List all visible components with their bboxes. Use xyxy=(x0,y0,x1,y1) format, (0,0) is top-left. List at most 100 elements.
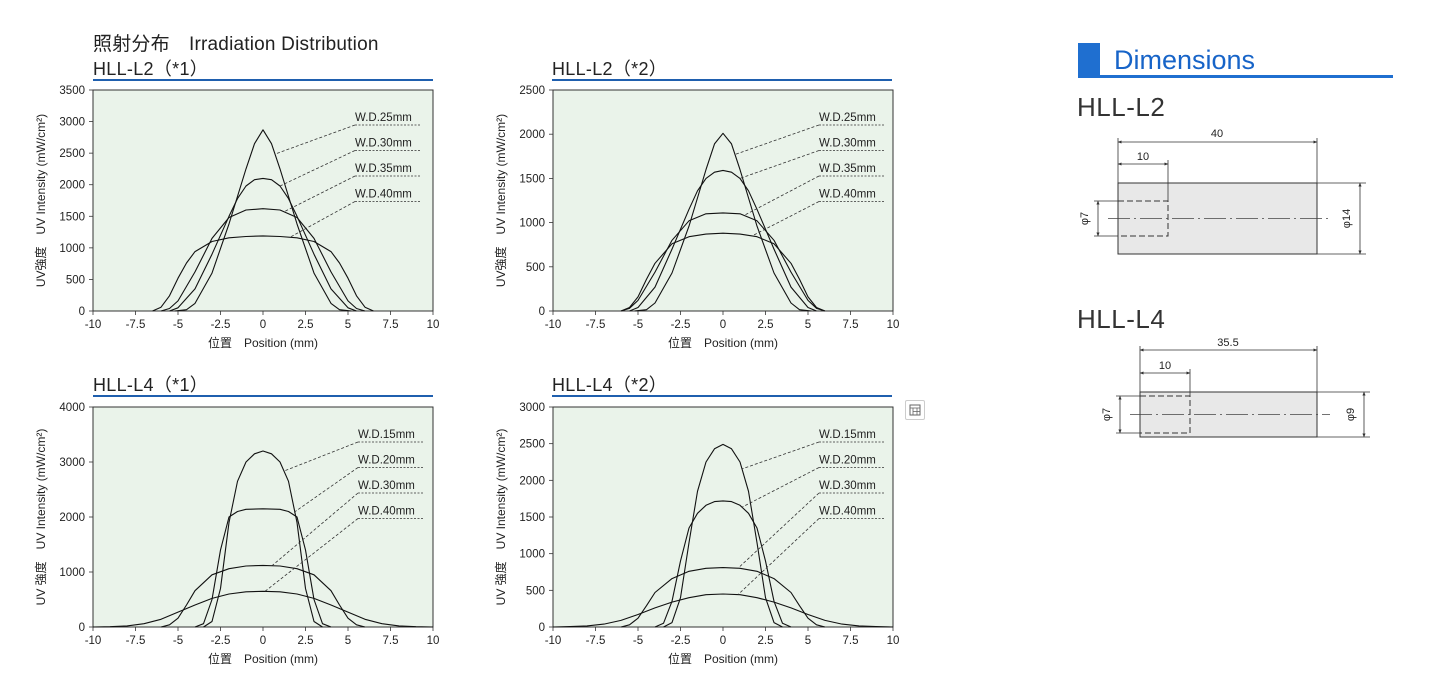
expand-image-glyph xyxy=(909,404,921,416)
y-tick-label: 1500 xyxy=(519,173,545,185)
chart-rule-4 xyxy=(552,395,892,397)
chart-hll-l4-2: 0 500 1000 1500 2000 2500 3000 -10 -7.5 -5 -2.5 0 2.… xyxy=(493,402,899,666)
y-tick-label: 500 xyxy=(526,262,545,274)
y-axis-label: UV 強度 UV Intensity (mW/cm²) xyxy=(493,429,508,606)
hll-l2-inner-diameter-label: φ7 xyxy=(1079,212,1091,225)
x-tick-label: 2.5 xyxy=(758,319,774,331)
y-tick-label: 3000 xyxy=(59,457,85,469)
x-tick-label: -5 xyxy=(633,319,643,331)
series-leader-line xyxy=(274,124,356,155)
plot-area xyxy=(92,406,434,628)
hll-l4-inner-length-label: 10 xyxy=(1159,360,1171,372)
y-tick-label: 3500 xyxy=(59,85,85,97)
x-tick-label: 10 xyxy=(887,635,900,647)
dimensions-title: Dimensions xyxy=(1114,45,1256,75)
series-leader-line xyxy=(279,150,356,187)
series-leader-line xyxy=(737,518,820,595)
y-tick-label: 0 xyxy=(539,622,545,634)
series-line-w-d-20mm xyxy=(194,508,332,628)
y-tick-label: 1000 xyxy=(519,549,545,561)
x-tick-label: -10 xyxy=(545,319,562,331)
x-tick-label: 5 xyxy=(805,635,811,647)
x-tick-label: -2.5 xyxy=(211,319,231,331)
series-line-w-d-40mm xyxy=(620,232,826,312)
y-tick-label: 3000 xyxy=(59,117,85,129)
x-tick-label: -5 xyxy=(173,319,183,331)
dimensions-header: Dimensions xyxy=(1078,43,1394,78)
series-leader-line xyxy=(291,467,359,515)
series-line-w-d-30mm xyxy=(629,169,817,312)
y-tick-label: 0 xyxy=(79,622,85,634)
x-tick-label: 10 xyxy=(427,635,440,647)
hll-l4-length-label: 35.5 xyxy=(1217,337,1238,349)
chart-rule-2 xyxy=(552,79,892,81)
x-tick-label: 7.5 xyxy=(843,319,859,331)
x-tick-label: -10 xyxy=(85,319,102,331)
x-tick-label: 2.5 xyxy=(298,635,314,647)
x-tick-label: 10 xyxy=(427,319,440,331)
series-line-w-d-35mm xyxy=(160,208,366,312)
series-label: W.D.40mm xyxy=(819,189,876,201)
series-label: W.D.30mm xyxy=(355,138,412,150)
series-label: W.D.20mm xyxy=(819,455,876,467)
x-tick-label: -5 xyxy=(173,635,183,647)
series-label: W.D.40mm xyxy=(819,506,876,518)
y-tick-label: 1000 xyxy=(519,218,545,230)
x-tick-label: -10 xyxy=(545,635,562,647)
y-tick-label: 2500 xyxy=(519,85,545,97)
hll-l4-outer-diameter-label: φ9 xyxy=(1345,408,1357,421)
series-leader-line xyxy=(737,492,820,569)
y-axis-label: UV強度 UV Intensity (mW/cm²) xyxy=(33,114,48,287)
series-line-w-d-25mm xyxy=(634,132,812,312)
y-tick-label: 0 xyxy=(79,306,85,318)
chart-title-2: HLL-L2（*2） xyxy=(552,59,668,79)
x-axis-label: 位置 Position (mm) xyxy=(668,335,778,350)
model-title-hll-l2: HLL-L2 xyxy=(1077,92,1166,122)
dimension-drawing-hll-l2: 40 10 φ7 φ14 xyxy=(1079,128,1366,255)
x-tick-label: 5 xyxy=(345,319,351,331)
series-line-w-d-30mm xyxy=(169,177,357,312)
series-line-w-d-40mm xyxy=(152,235,374,312)
series-leader-line xyxy=(743,175,820,216)
hll-l2-length-label: 40 xyxy=(1211,128,1223,140)
x-tick-label: -2.5 xyxy=(211,635,231,647)
series-line-w-d-40mm xyxy=(92,590,434,628)
series-label: W.D.20mm xyxy=(358,455,415,467)
chart-hll-l2-2: 0 500 1000 1500 2000 2500 -10 -7.5 -5 -2.5 0 2.5 5 7.… xyxy=(493,85,899,350)
series-label: W.D.30mm xyxy=(819,480,876,492)
x-tick-label: -2.5 xyxy=(671,635,691,647)
chart-rule-3 xyxy=(93,395,433,397)
plot-area xyxy=(552,406,894,628)
series-line-w-d-15mm xyxy=(203,450,323,628)
y-tick-label: 500 xyxy=(66,274,85,286)
chart-hll-l4-1: 0 1000 2000 3000 4000 -10 -7.5 -5 -2.5 0 2.5 5 7.5 10… xyxy=(33,402,439,666)
series-label: W.D.25mm xyxy=(819,112,876,124)
chart-rule-1 xyxy=(93,79,433,81)
x-tick-label: 5 xyxy=(345,635,351,647)
y-tick-label: 2000 xyxy=(519,129,545,141)
y-tick-label: 4000 xyxy=(59,402,85,414)
y-tick-label: 1000 xyxy=(59,567,85,579)
series-leader-line xyxy=(283,175,356,213)
series-leader-line xyxy=(289,201,356,238)
series-leader-line xyxy=(271,492,359,566)
y-tick-label: 1500 xyxy=(519,512,545,524)
x-tick-label: 7.5 xyxy=(843,635,859,647)
y-tick-label: 2000 xyxy=(59,180,85,192)
x-tick-label: -10 xyxy=(85,635,102,647)
series-line-w-d-25mm xyxy=(174,129,352,312)
y-tick-label: 1500 xyxy=(59,211,85,223)
x-tick-label: -7.5 xyxy=(586,319,606,331)
x-tick-label: -7.5 xyxy=(586,635,606,647)
series-label: W.D.40mm xyxy=(358,506,415,518)
y-axis-label: UV強度 UV Intensity (mW/cm²) xyxy=(493,114,508,287)
series-leader-line xyxy=(741,467,820,508)
chart-title-4: HLL-L4（*2） xyxy=(552,375,668,395)
expand-image-icon[interactable] xyxy=(905,400,925,420)
series-label: W.D.25mm xyxy=(355,112,412,124)
series-label: W.D.30mm xyxy=(358,480,415,492)
hll-l4-inner-diameter-label: φ7 xyxy=(1101,408,1113,421)
chart-hll-l2-1: 0 500 1000 1500 2000 2500 3000 3500 -10 -7.5 -5 -2.… xyxy=(33,85,439,350)
y-tick-label: 2500 xyxy=(519,439,545,451)
